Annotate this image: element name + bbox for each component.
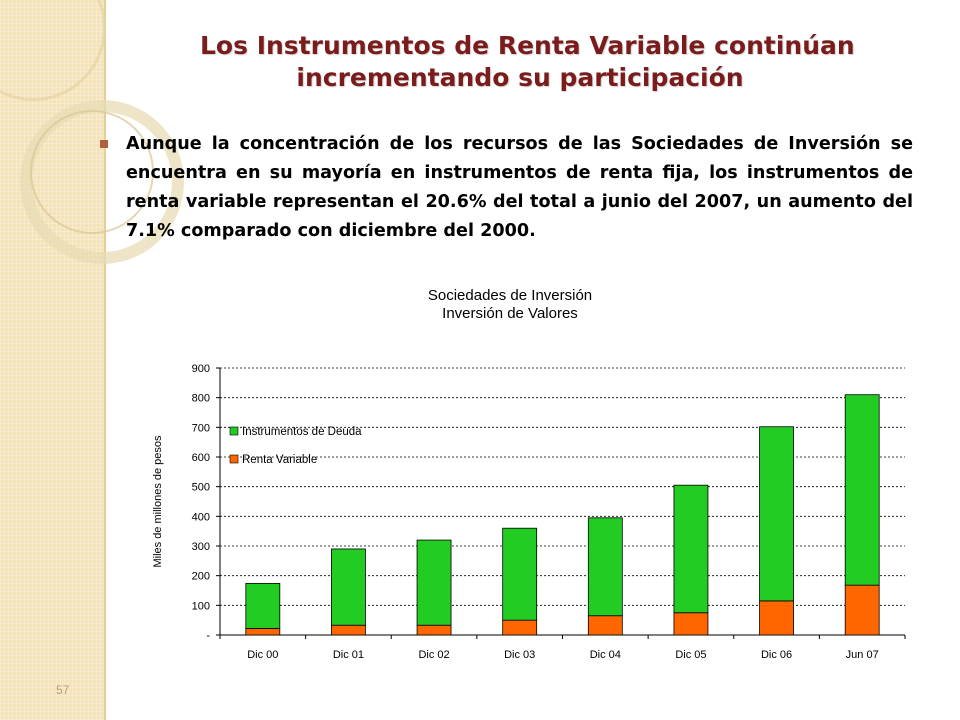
legend-swatch-renta-variable	[229, 454, 239, 464]
chart-title-line-1: Sociedades de Inversión	[427, 287, 593, 304]
bar-instrumentos-de-deuda-dic-00	[245, 582, 281, 629]
y-axis-title: Miles de millones de pesos	[152, 435, 164, 568]
bullet-square-icon	[100, 140, 108, 148]
x-tick-label: Dic 06	[761, 649, 792, 661]
x-tick-label: Jun 07	[846, 649, 879, 661]
y-tick-label: 700	[192, 422, 210, 434]
y-tick-label: 500	[192, 482, 210, 494]
legend: Instrumentos de Deuda Renta Variable	[229, 426, 362, 466]
bar-instrumentos-de-deuda-jun-07	[844, 394, 880, 586]
chart-title-line-2: Inversión de Valores	[442, 305, 578, 322]
slide-title-line-2: incrementando su participación	[296, 63, 744, 92]
bar-instrumentos-de-deuda-dic-06	[759, 426, 794, 602]
bars	[245, 394, 880, 636]
y-tick-label: 600	[192, 452, 210, 464]
gridlines	[220, 367, 905, 606]
x-tick-label: Dic 03	[504, 649, 535, 661]
y-tick-label: 800	[192, 393, 210, 405]
slide-title: Los Instrumentos de Renta Variable conti…	[200, 30, 855, 94]
bar-renta-variable-dic-00	[245, 628, 281, 636]
page-number: 57	[56, 683, 70, 697]
legend-label-renta-variable: Renta Variable	[242, 454, 317, 466]
y-tick-label: 300	[192, 541, 210, 553]
bullet-text: Aunque la concentración de los recursos …	[126, 134, 913, 241]
bar-renta-variable-dic-04	[587, 615, 623, 636]
axes	[216, 367, 906, 639]
x-tick-label: Dic 04	[590, 649, 621, 661]
y-tick-label: 900	[192, 363, 210, 375]
bar-instrumentos-de-deuda-dic-05	[673, 484, 709, 614]
x-tick-label: Dic 00	[247, 649, 278, 661]
x-tick-label: Dic 01	[333, 649, 364, 661]
bar-renta-variable-dic-05	[673, 612, 709, 636]
tick-labels: - 100 200 300 400 500 600 700 800 900 Miles de mil…	[152, 363, 879, 661]
bar-instrumentos-de-deuda-dic-03	[502, 527, 538, 621]
bar-instrumentos-de-deuda-dic-04	[587, 517, 623, 617]
bar-renta-variable-dic-03	[502, 619, 538, 636]
bar-renta-variable-dic-01	[331, 624, 366, 636]
slide-title-line-1: Los Instrumentos de Renta Variable conti…	[200, 31, 855, 60]
y-tick-label: -	[206, 630, 210, 642]
bar-renta-variable-jun-07	[844, 584, 880, 636]
legend-label-instrumentos-de-deuda: Instrumentos de Deuda	[242, 426, 362, 438]
x-tick-label: Dic 05	[675, 649, 706, 661]
chart-title: Sociedades de Inversión Inversión de Val…	[380, 287, 640, 323]
bar-instrumentos-de-deuda-dic-01	[331, 548, 366, 626]
bar-renta-variable-dic-02	[416, 624, 452, 636]
bar-renta-variable-dic-06	[759, 600, 794, 636]
decorative-ring	[30, 110, 154, 234]
legend-swatch-instrumentos-de-deuda	[229, 426, 239, 436]
bar-instrumentos-de-deuda-dic-02	[416, 539, 452, 626]
x-tick-label: Dic 02	[418, 649, 449, 661]
y-tick-label: 200	[192, 571, 210, 583]
y-tick-label: 100	[192, 600, 210, 612]
y-tick-label: 400	[192, 511, 210, 523]
